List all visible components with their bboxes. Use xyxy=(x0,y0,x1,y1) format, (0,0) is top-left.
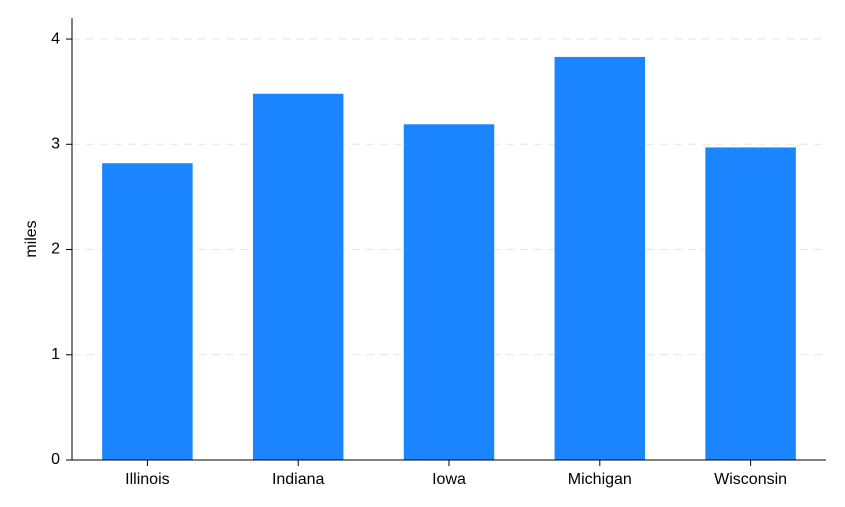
y-tick-label: 1 xyxy=(51,346,60,363)
y-tick-label: 3 xyxy=(51,136,60,153)
x-tick-label: Iowa xyxy=(432,471,466,488)
x-ticks: Illinois Indiana Iowa Michigan Wisconsin xyxy=(125,460,787,488)
bar-indiana xyxy=(252,93,344,461)
y-tick-label: 2 xyxy=(51,241,60,258)
x-tick-label: Indiana xyxy=(272,471,325,488)
bar-wisconsin xyxy=(705,147,796,460)
y-tick-label: 0 xyxy=(51,451,60,468)
bar-illinois xyxy=(102,163,193,460)
bar-michigan xyxy=(554,56,646,460)
bar-iowa xyxy=(403,124,495,461)
y-tick-label: 4 xyxy=(51,30,60,47)
y-axis-title: miles xyxy=(23,220,40,257)
x-tick-label: Michigan xyxy=(568,471,632,488)
x-tick-label: Wisconsin xyxy=(714,471,787,488)
y-ticks: 0 1 2 3 4 xyxy=(51,30,72,468)
bars xyxy=(102,56,796,461)
x-tick-label: Illinois xyxy=(125,471,169,488)
